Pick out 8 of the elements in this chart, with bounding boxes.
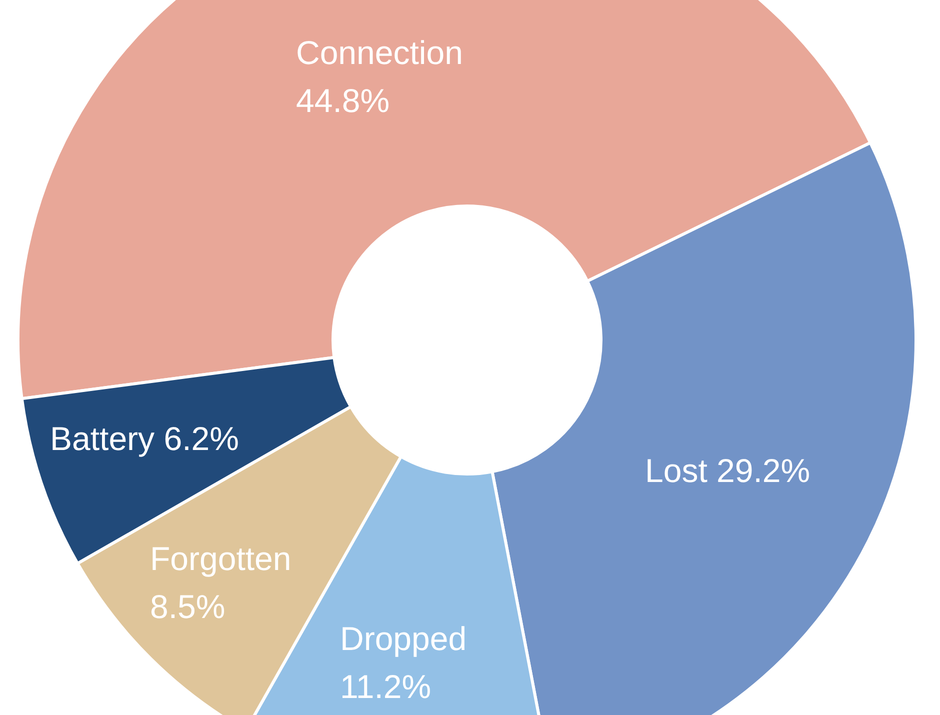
slice-label: Battery 6.2%: [50, 420, 239, 457]
slice-label: Dropped: [340, 620, 467, 657]
data-label: 8.5%: [150, 588, 226, 625]
slice-label: Connection: [296, 34, 463, 71]
data-label: 44.8%: [296, 82, 390, 119]
data-label: 11.2%: [340, 668, 432, 705]
slice-label: Forgotten: [150, 540, 292, 577]
slice-label: Lost 29.2%: [645, 452, 810, 489]
